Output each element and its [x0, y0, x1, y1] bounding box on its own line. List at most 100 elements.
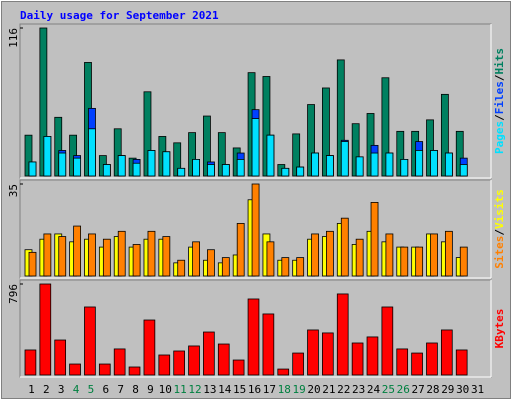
- bar: [117, 155, 126, 177]
- x-tick-label: 20: [307, 383, 320, 396]
- bar: [426, 119, 434, 177]
- bar: [84, 306, 96, 376]
- bar: [292, 352, 304, 376]
- bar: [58, 152, 67, 177]
- bar: [340, 141, 349, 177]
- bar: [385, 152, 394, 177]
- bar: [355, 156, 364, 177]
- bar: [173, 350, 185, 376]
- bar: [415, 246, 424, 277]
- bar: [281, 167, 290, 177]
- y-tick-label: 796: [7, 284, 20, 304]
- bar: [440, 93, 449, 177]
- bar: [459, 164, 468, 177]
- bar: [177, 167, 186, 177]
- bar: [217, 132, 226, 177]
- legend-entry: Sites: [493, 236, 506, 269]
- x-tick-label: 27: [411, 383, 424, 396]
- x-tick-label: 10: [159, 383, 172, 396]
- legend: KBytes: [493, 309, 506, 349]
- bar: [28, 251, 37, 277]
- x-tick-label: 9: [147, 383, 154, 396]
- bar: [336, 293, 349, 376]
- bar: [366, 113, 375, 177]
- x-tick-label: 18: [278, 383, 291, 396]
- bar: [24, 134, 33, 177]
- bar: [188, 132, 196, 177]
- bar: [188, 345, 200, 376]
- x-tick-label: 28: [426, 383, 439, 396]
- y-tick-label: 35: [7, 184, 20, 197]
- bar: [440, 329, 453, 376]
- bar: [102, 164, 111, 177]
- bar: [262, 76, 271, 177]
- bar: [340, 217, 349, 277]
- bar: [236, 159, 245, 177]
- x-tick-label: 17: [263, 383, 276, 396]
- bar: [430, 150, 438, 177]
- x-tick-label: 1: [28, 383, 35, 396]
- bar: [370, 152, 379, 177]
- bar: [39, 283, 52, 376]
- bar: [203, 331, 215, 376]
- bar: [400, 159, 409, 177]
- bar: [370, 201, 379, 277]
- x-tick-label: 6: [102, 383, 109, 396]
- bar: [217, 343, 230, 376]
- x-tick-label: 8: [132, 383, 139, 396]
- bar: [28, 161, 37, 177]
- bar: [192, 159, 200, 177]
- bar: [132, 162, 141, 177]
- bar: [128, 366, 141, 376]
- bar: [232, 359, 245, 376]
- bar: [236, 223, 245, 277]
- bar: [132, 244, 141, 277]
- bar: [355, 238, 364, 277]
- bar: [307, 104, 315, 177]
- bar: [311, 233, 319, 277]
- x-tick-label: 26: [397, 383, 410, 396]
- bar: [444, 230, 453, 277]
- x-tick-label: 16: [248, 383, 261, 396]
- x-tick-label: 15: [233, 383, 246, 396]
- bar: [411, 352, 423, 376]
- bar: [102, 238, 111, 277]
- bar: [292, 133, 301, 177]
- bar: [69, 363, 81, 376]
- x-tick-label: 13: [203, 383, 216, 396]
- bar: [39, 27, 48, 177]
- y-tick-label: 116: [7, 28, 20, 48]
- x-tick-label: 23: [352, 383, 365, 396]
- bar: [43, 233, 52, 277]
- bar: [247, 298, 260, 376]
- bar: [143, 319, 156, 376]
- bar: [266, 241, 275, 277]
- bar: [88, 128, 96, 177]
- bar: [162, 236, 171, 277]
- bar: [143, 91, 152, 177]
- bar: [207, 249, 215, 277]
- bar: [177, 259, 186, 277]
- bar: [251, 118, 260, 177]
- bar: [444, 152, 453, 177]
- bar: [336, 59, 345, 177]
- bar: [322, 87, 330, 177]
- bar: [73, 225, 82, 277]
- x-tick-label: 11: [174, 383, 187, 396]
- bar: [455, 130, 464, 177]
- bar: [73, 157, 82, 177]
- bar: [366, 336, 379, 376]
- x-tick-label: 30: [456, 383, 469, 396]
- bar: [262, 313, 275, 376]
- bar: [58, 236, 67, 277]
- legend: Pages/Files/Hits: [493, 48, 506, 154]
- legend-entry: Hits: [493, 48, 506, 75]
- bar: [296, 166, 305, 177]
- x-tick-label: 24: [367, 383, 381, 396]
- bar: [54, 339, 67, 376]
- bar: [54, 116, 63, 177]
- bar: [88, 233, 96, 277]
- bar: [113, 128, 122, 177]
